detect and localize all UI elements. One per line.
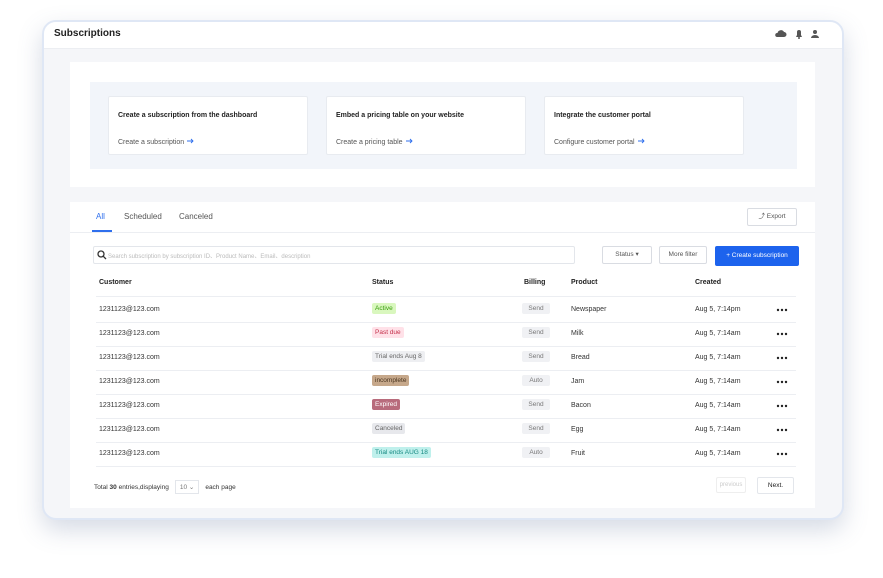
top-bar: Subscriptions <box>44 22 842 49</box>
created: Aug 5, 7:14am <box>695 378 741 385</box>
customer: 1231123@123.com <box>99 330 160 337</box>
billing-badge: Auto <box>522 447 550 458</box>
content: ⤴ Export Search subscription by subscrip… <box>44 22 842 518</box>
billing-badge: Auto <box>522 375 550 386</box>
tab[interactable]: Scheduled <box>124 212 162 221</box>
status-filter[interactable]: Status ▾ <box>602 246 652 264</box>
status-badge: Expired <box>372 399 401 410</box>
row-menu[interactable] <box>776 308 788 312</box>
task-card: Embed a pricing table on your website Cre… <box>326 96 526 155</box>
row-menu[interactable] <box>776 332 788 336</box>
tab[interactable]: Canceled <box>179 212 213 221</box>
column-header: Created <box>695 279 722 286</box>
task-card: Create a subscription from the dashboard… <box>108 96 308 155</box>
product: Egg <box>571 426 584 433</box>
created: Aug 5, 7:14am <box>695 330 741 337</box>
customer: 1231123@123.com <box>99 306 160 313</box>
row-menu[interactable] <box>776 428 788 432</box>
card-link-wrap[interactable]: Create a subscription <box>118 131 195 149</box>
table-row[interactable]: 1231123@123.com Canceled Send Egg Aug 5, 7:1… <box>96 418 796 443</box>
card-title: Integrate the customer portal <box>554 112 651 119</box>
card-link-wrap[interactable]: Configure customer portal <box>554 131 646 149</box>
customer: 1231123@123.com <box>99 378 160 385</box>
created: Aug 5, 7:14am <box>695 354 741 361</box>
product: Bacon <box>571 402 591 409</box>
billing-badge: Send <box>522 351 550 362</box>
create-button[interactable]: + Create subscription <box>715 246 799 266</box>
status-filter-label: Status <box>615 251 634 258</box>
card-link-wrap[interactable]: Create a pricing table <box>336 131 414 149</box>
row-menu[interactable] <box>776 380 788 384</box>
card-title: Embed a pricing table on your website <box>336 112 464 119</box>
product: Jam <box>571 378 585 385</box>
row-menu[interactable] <box>776 356 788 360</box>
created: Aug 5, 7:14am <box>695 426 741 433</box>
total-count: 30 <box>109 484 117 491</box>
customer: 1231123@123.com <box>99 450 160 457</box>
total-suffix: entries,displaying <box>118 484 169 491</box>
billing-badge: Send <box>522 399 550 410</box>
page-size-suffix: each page <box>205 484 236 491</box>
column-header: Billing <box>524 279 546 286</box>
column-header: Status <box>372 279 394 286</box>
status-badge: Canceled <box>372 423 406 434</box>
status-badge: Trial ends AUG 18 <box>372 447 431 458</box>
table-row[interactable]: 1231123@123.com Trial ends Aug 8 Send Bread… <box>96 346 796 371</box>
search-box[interactable]: Search subscription by subscription ID、P… <box>93 246 575 264</box>
table-row[interactable]: 1231123@123.com Active Send Newspaper Aug 5,… <box>96 298 796 323</box>
header-icons[interactable] <box>774 28 820 40</box>
customer: 1231123@123.com <box>99 426 160 433</box>
page-size-select[interactable]: 10 ⌄ <box>174 480 200 494</box>
header-divider <box>96 296 796 297</box>
page-title: Subscriptions <box>54 28 121 39</box>
table-row[interactable]: 1231123@123.com Trial ends AUG 18 Auto Frui… <box>96 442 796 467</box>
billing-badge: Send <box>522 327 550 338</box>
status-badge: Trial ends Aug 8 <box>372 351 425 362</box>
search-placeholder: Search subscription by subscription ID、P… <box>108 254 311 260</box>
billing-badge: Send <box>522 303 550 314</box>
pagination-info: Total 30 entries,displaying 10 ⌄ each page <box>94 480 236 494</box>
status-badge: Active <box>372 303 396 314</box>
table-row[interactable]: 1231123@123.com Past due Send Milk Aug 5, 7:… <box>96 322 796 347</box>
card-title: Create a subscription from the dashboard <box>118 112 258 119</box>
column-header: Customer <box>99 279 132 286</box>
app-window: Subscriptions ⤴ Export Search subscripti… <box>42 20 844 520</box>
customer: 1231123@123.com <box>99 354 160 361</box>
status-badge: incomplete <box>372 375 410 386</box>
product: Fruit <box>571 450 585 457</box>
created: Aug 5, 7:14am <box>695 402 741 409</box>
tab-indicator <box>92 230 112 232</box>
table-row[interactable]: 1231123@123.com Expired Send Bacon Aug 5, 7:… <box>96 394 796 419</box>
export-label: Export <box>766 213 786 220</box>
previous-button[interactable]: previous <box>716 477 746 493</box>
created: Aug 5, 7:14am <box>695 450 741 457</box>
next-button[interactable]: Next. <box>757 477 794 494</box>
page-size: 10 <box>179 484 188 491</box>
create-label: Create subscription <box>731 252 788 259</box>
status-badge: Past due <box>372 327 404 338</box>
card-link[interactable]: Configure customer portal <box>554 139 635 146</box>
product: Newspaper <box>571 306 607 313</box>
row-menu[interactable] <box>776 404 788 408</box>
total-prefix: Total <box>94 484 108 491</box>
tab[interactable]: All <box>96 212 105 221</box>
billing-badge: Send <box>522 423 550 434</box>
card-link[interactable]: Create a subscription <box>118 139 185 146</box>
column-header: Product <box>571 279 598 286</box>
product: Milk <box>571 330 584 337</box>
task-card: Integrate the customer portal Configure c… <box>544 96 744 155</box>
customer: 1231123@123.com <box>99 402 160 409</box>
more-filter[interactable]: More filter <box>659 246 707 264</box>
created: Aug 5, 7:14pm <box>695 306 741 313</box>
export-button[interactable]: ⤴ Export <box>747 208 797 226</box>
row-menu[interactable] <box>776 452 788 456</box>
product: Bread <box>571 354 590 361</box>
table-row[interactable]: 1231123@123.com incomplete Auto Jam Aug 5, 7… <box>96 370 796 395</box>
card-link[interactable]: Create a pricing table <box>336 139 403 146</box>
